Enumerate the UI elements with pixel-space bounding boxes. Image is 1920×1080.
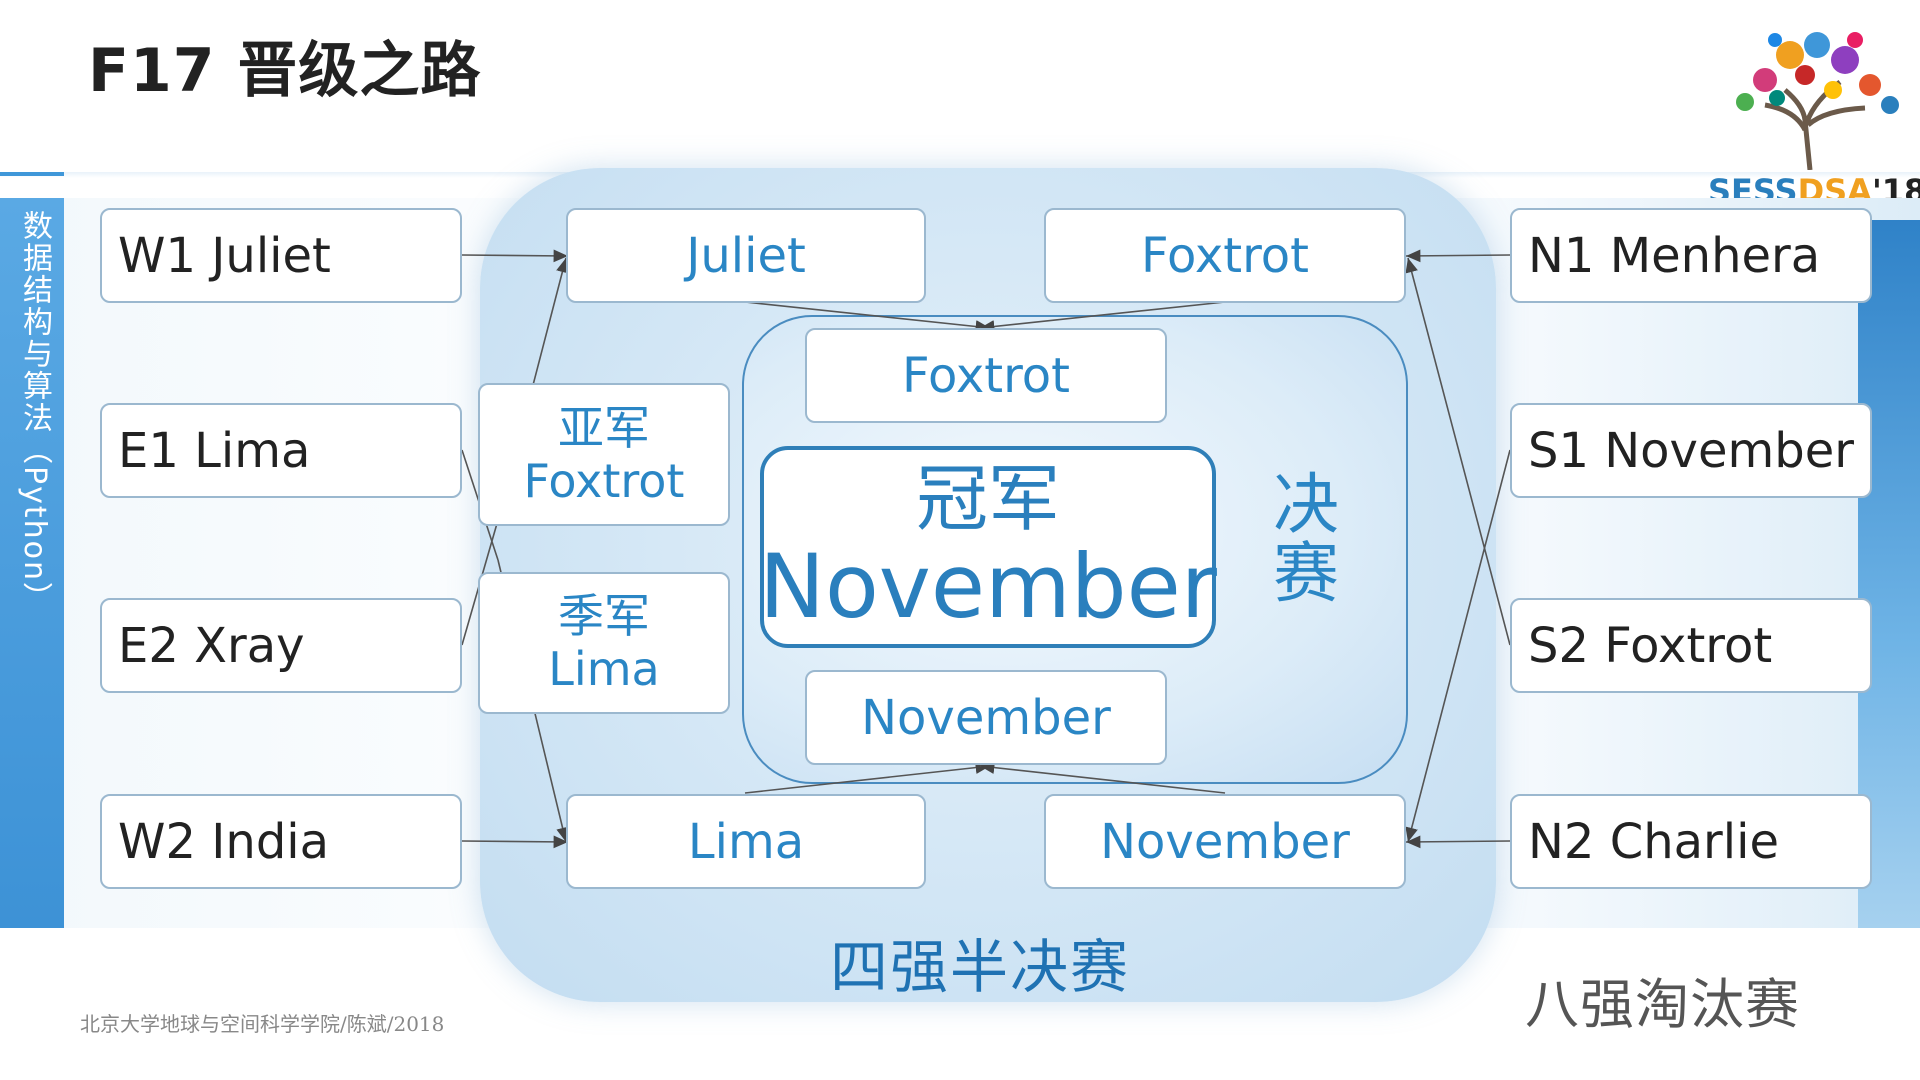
- final-bottom: November: [805, 670, 1167, 765]
- quarterfinal-team-e1: E1 Lima: [100, 403, 462, 498]
- quarterfinal-team-w1: W1 Juliet: [100, 208, 462, 303]
- semifinal-bottom-right: November: [1044, 794, 1406, 889]
- divider-accent: [0, 172, 64, 176]
- runner-up-label: 亚军: [558, 400, 650, 455]
- left-side-strip: [0, 198, 64, 928]
- champion-name: November: [759, 535, 1217, 638]
- footer-credit: 北京大学地球与空间科学学院/陈斌/2018: [80, 1012, 445, 1036]
- quarterfinal-team-n1: N1 Menhera: [1510, 208, 1872, 303]
- third-place-label: 季军: [558, 589, 650, 644]
- quarterfinal-team-e2: E2 Xray: [100, 598, 462, 693]
- semifinal-top-left: Juliet: [566, 208, 926, 303]
- champion-box: 冠军 November: [759, 446, 1217, 648]
- runner-up-box: 亚军 Foxtrot: [478, 383, 730, 526]
- quarterfinal-stage-label: 八强淘汰赛: [1525, 973, 1800, 1036]
- quarterfinal-team-s1: S1 November: [1510, 403, 1872, 498]
- semifinal-bottom-left: Lima: [566, 794, 926, 889]
- semifinal-top-right: Foxtrot: [1044, 208, 1406, 303]
- champion-label: 冠军: [915, 457, 1060, 541]
- semifinal-stage-label: 四强半决赛: [830, 933, 1131, 1001]
- course-label: 数据结构与算法（Python）: [17, 210, 52, 614]
- slide-title: F17 晋级之路: [88, 36, 482, 106]
- runner-up-name: Foxtrot: [523, 453, 685, 508]
- conference-logo-tree: [1705, 10, 1915, 171]
- third-place-name: Lima: [548, 642, 660, 696]
- final-top: Foxtrot: [805, 328, 1167, 423]
- conference-logo-text: SESSDSA'18: [1708, 172, 1920, 210]
- third-place-box: 季军 Lima: [478, 572, 730, 714]
- final-stage-label: 决赛: [1273, 466, 1339, 613]
- quarterfinal-team-s2: S2 Foxtrot: [1510, 598, 1872, 693]
- quarterfinal-team-n2: N2 Charlie: [1510, 794, 1872, 889]
- quarterfinal-team-w2: W2 India: [100, 794, 462, 889]
